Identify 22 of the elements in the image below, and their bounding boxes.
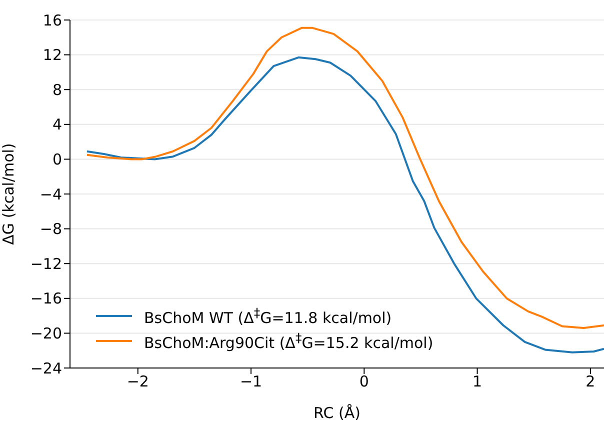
y-tick-label: −16 (30, 290, 62, 308)
y-tick-label: −12 (30, 254, 62, 273)
y-tick-label: 0 (52, 150, 62, 169)
legend-label: BsChoM WT (Δ$^{‡}$G=11.8 kcal/mol) (144, 305, 392, 327)
x-tick-label: 1 (472, 372, 482, 391)
y-tick-label: −24 (30, 359, 62, 378)
y-tick-label: −20 (30, 324, 62, 343)
x-tick-label: 2 (586, 372, 596, 391)
legend-label: BsChoM:Arg90Cit (Δ$^{‡}$G=15.2 kcal/mol) (144, 330, 434, 352)
x-tick-label: −2 (126, 372, 149, 391)
y-tick-label: −4 (40, 185, 62, 204)
y-tick-label: 4 (52, 116, 62, 134)
y-tick-label: 16 (42, 11, 62, 30)
y-tick-label: −8 (40, 220, 62, 238)
y-tick-label: 12 (42, 46, 62, 64)
x-tick-label: −1 (240, 372, 262, 391)
line-series (86, 26, 604, 329)
y-tick-label: 8 (52, 80, 62, 99)
x-tick-label: 0 (359, 372, 369, 391)
x-axis-title: RC (Å) (314, 404, 360, 422)
line-series (86, 56, 604, 354)
y-axis-title: ΔG (kcal/mol) (0, 143, 18, 245)
